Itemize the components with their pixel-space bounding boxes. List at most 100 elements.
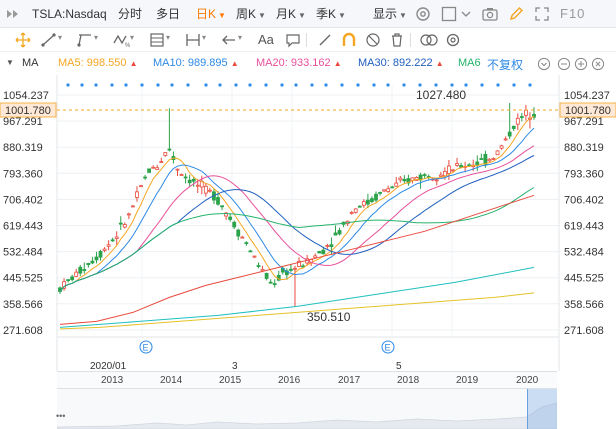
event-dot[interactable]: [480, 83, 484, 87]
event-dot[interactable]: [356, 83, 360, 87]
navigator-body[interactable]: •••: [56, 389, 557, 429]
candle-body[interactable]: [515, 117, 520, 125]
display-menu[interactable]: 显示 ▼: [373, 0, 407, 28]
candle-body[interactable]: [70, 276, 75, 281]
candle-body[interactable]: [394, 182, 399, 187]
chevron-down-icon[interactable]: [460, 5, 472, 23]
candle-body[interactable]: [487, 158, 492, 162]
period-daily-k[interactable]: 日K ▼: [196, 0, 226, 28]
candle-body[interactable]: [163, 152, 168, 156]
magnet-icon[interactable]: [340, 31, 358, 49]
event-dot[interactable]: [218, 83, 222, 87]
event-dot[interactable]: [372, 83, 376, 87]
event-dot[interactable]: [66, 83, 70, 87]
wave-icon[interactable]: %: [112, 31, 130, 49]
candle-body[interactable]: [495, 150, 500, 156]
candle-body[interactable]: [447, 165, 451, 174]
ruler-icon[interactable]: [316, 31, 334, 49]
candle-body[interactable]: [216, 197, 220, 205]
candle-body[interactable]: [483, 153, 488, 165]
candle-body[interactable]: [240, 236, 245, 239]
event-dot[interactable]: [464, 83, 468, 87]
period-multiday[interactable]: 多日: [156, 7, 181, 21]
candle-body[interactable]: [114, 236, 119, 239]
chevron-down-icon[interactable]: ▾: [58, 33, 63, 42]
candle-body[interactable]: [390, 186, 395, 189]
candle-body[interactable]: [499, 145, 504, 149]
candle-body[interactable]: [90, 260, 95, 264]
pencil-icon[interactable]: [507, 5, 525, 23]
candle-body[interactable]: [106, 244, 111, 247]
camera-icon[interactable]: [481, 5, 499, 23]
candle-body[interactable]: [74, 271, 79, 277]
menu-collapse-icon[interactable]: [4, 6, 20, 22]
trendline-icon[interactable]: [40, 31, 58, 49]
candle-body[interactable]: [329, 244, 334, 248]
event-dot[interactable]: [124, 83, 128, 87]
candle-body[interactable]: [467, 164, 472, 167]
period-intraday[interactable]: 分时: [118, 7, 143, 21]
candle-body[interactable]: [122, 224, 127, 228]
candle-body[interactable]: [333, 232, 338, 236]
candle-body[interactable]: [191, 178, 196, 182]
candle-body[interactable]: [179, 174, 184, 176]
chevron-down-icon[interactable]: ▾: [238, 33, 243, 42]
candle-body[interactable]: [491, 157, 496, 160]
close-circle-icon[interactable]: [591, 57, 605, 71]
candle-body[interactable]: [434, 179, 439, 182]
arrow-left-icon[interactable]: [220, 31, 238, 49]
event-dot[interactable]: [156, 83, 160, 87]
chevron-down-icon[interactable]: ▾: [166, 33, 171, 42]
candle-body[interactable]: [349, 211, 354, 214]
channel-icon[interactable]: [76, 31, 94, 49]
candle-body[interactable]: [438, 174, 443, 177]
candle-body[interactable]: [252, 255, 257, 258]
candle-body[interactable]: [228, 216, 233, 220]
candle-body[interactable]: [155, 167, 160, 171]
chevron-down-icon[interactable]: ▾: [94, 33, 99, 42]
candle-body[interactable]: [94, 256, 99, 261]
candle-body[interactable]: [479, 158, 484, 160]
settings-icon[interactable]: [414, 5, 432, 23]
period-weekly-k[interactable]: 周K ▼: [236, 0, 266, 28]
event-dot[interactable]: [434, 83, 438, 87]
move-cross-icon[interactable]: [14, 31, 32, 49]
candle-body[interactable]: [289, 268, 293, 271]
candle-body[interactable]: [167, 148, 172, 151]
candle-body[interactable]: [532, 114, 536, 118]
candle-body[interactable]: [175, 168, 180, 171]
candle-body[interactable]: [139, 185, 143, 188]
event-dot[interactable]: [110, 83, 114, 87]
checkbox-icon[interactable]: [440, 5, 458, 23]
candle-body[interactable]: [82, 269, 87, 271]
candle-body[interactable]: [220, 205, 224, 208]
candle-body[interactable]: [264, 273, 269, 279]
minus-circle-icon[interactable]: [557, 57, 571, 71]
dividend-marker-2[interactable]: E: [381, 340, 395, 354]
candle-body[interactable]: [503, 138, 508, 141]
candle-body[interactable]: [357, 205, 362, 208]
event-dot[interactable]: [528, 83, 532, 87]
candle-body[interactable]: [406, 178, 411, 184]
candle-body[interactable]: [455, 163, 459, 166]
candle-body[interactable]: [378, 192, 382, 194]
candle-body[interactable]: [382, 189, 387, 192]
candle-body[interactable]: [102, 248, 107, 251]
candle-body[interactable]: [293, 267, 297, 270]
candle-body[interactable]: [353, 208, 358, 213]
range-icon[interactable]: [184, 31, 202, 49]
kline-chart-svg[interactable]: 1001.780 1001.780 1054.237 967.291 880.319…: [0, 75, 616, 372]
candle-body[interactable]: [374, 193, 378, 201]
dividend-marker-1[interactable]: E: [139, 340, 153, 354]
period-quarterly-k[interactable]: 季K ▼: [316, 0, 346, 28]
trash-icon[interactable]: [388, 31, 406, 49]
event-dot[interactable]: [324, 83, 328, 87]
candle-body[interactable]: [398, 177, 403, 181]
candle-body[interactable]: [86, 263, 91, 266]
candle-body[interactable]: [244, 242, 249, 245]
candle-body[interactable]: [159, 161, 164, 163]
hide-drawings-icon[interactable]: [364, 31, 382, 49]
candle-body[interactable]: [442, 171, 447, 177]
candle-body[interactable]: [414, 176, 419, 181]
event-dot[interactable]: [496, 83, 500, 87]
